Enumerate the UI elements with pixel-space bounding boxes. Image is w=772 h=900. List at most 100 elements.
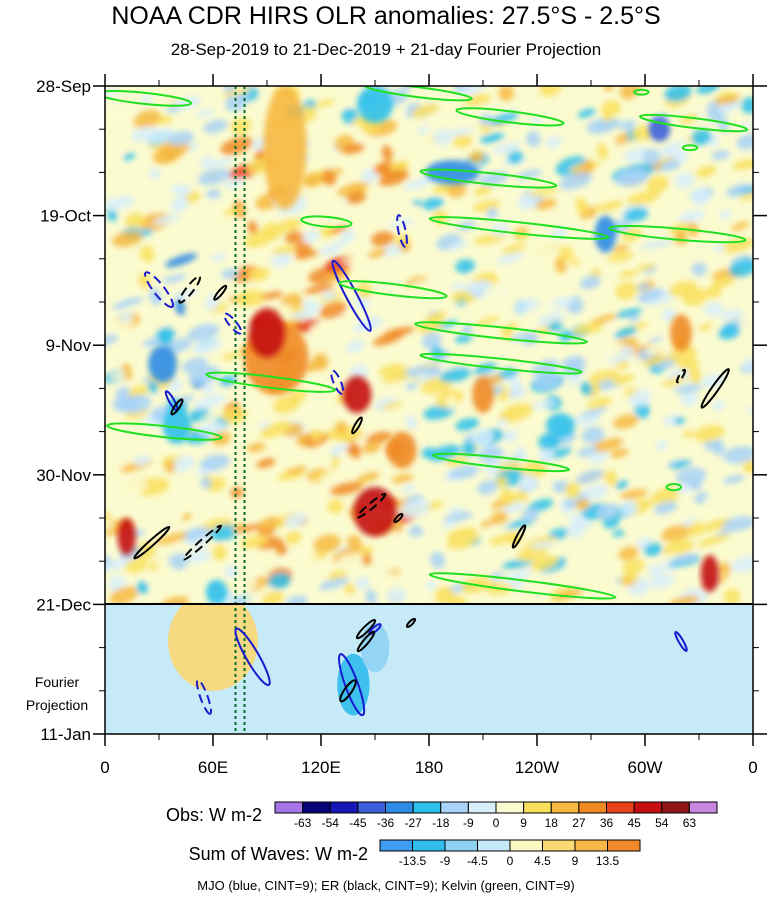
obs-cell: [519, 415, 541, 429]
obs-cell: [170, 455, 195, 473]
obs-cell: [615, 140, 648, 151]
obs-cell: [446, 145, 462, 157]
obs-cell: [410, 241, 425, 255]
obs-cell: [418, 571, 449, 586]
obs-cell: [538, 447, 554, 464]
obs-anomaly-blob-4: [387, 431, 417, 469]
obs-cell: [674, 417, 686, 425]
obs-cell: [402, 484, 416, 492]
mjo-contour-6: [331, 259, 372, 332]
obs-cell: [738, 191, 753, 202]
obs-cell: [230, 486, 244, 498]
obs-cell: [330, 319, 359, 331]
obs-cell: [718, 562, 731, 577]
waves-colorbar-swatch-6: [574, 839, 608, 852]
kelvin-contour-17: [681, 144, 699, 152]
obs-colorbar-level-13: 54: [655, 816, 669, 830]
obs-cell: [310, 321, 330, 335]
obs-cell: [660, 159, 680, 172]
obs-cell: [480, 520, 493, 528]
obs-cell: [571, 412, 601, 427]
obs-cell: [150, 195, 175, 212]
obs-cell: [197, 561, 211, 571]
obs-cell: [661, 308, 677, 323]
obs-colorbar-level-3: -36: [377, 816, 395, 830]
obs-cell: [122, 479, 148, 494]
obs-cell: [105, 189, 132, 199]
obs-cell: [489, 511, 509, 525]
obs-cell: [133, 109, 162, 129]
obs-cell: [644, 542, 662, 557]
kelvin-contour-7: [608, 224, 747, 244]
obs-cell: [554, 468, 584, 481]
obs-colorbar-level-0: -63: [294, 816, 312, 830]
obs-cell: [567, 521, 586, 538]
y-tick-label-5: 11-Jan: [40, 725, 91, 744]
kelvin-contour-16: [633, 88, 650, 96]
obs-cell: [105, 144, 124, 162]
obs-cell: [371, 572, 399, 585]
obs-cell: [745, 406, 753, 414]
obs-cell: [381, 401, 403, 410]
obs-cell: [313, 99, 335, 108]
obs-cell: [622, 559, 646, 574]
obs-cell: [575, 469, 604, 484]
x-tick-label-1: 60E: [198, 758, 228, 777]
obs-cell: [357, 264, 386, 278]
obs-cell: [106, 208, 117, 222]
er-contour-5: [170, 398, 184, 416]
obs-colorbar-level-5: -18: [432, 816, 450, 830]
obs-cell: [619, 572, 640, 583]
obs-cell: [619, 500, 638, 517]
obs-cell: [739, 186, 753, 195]
obs-cell: [278, 304, 293, 320]
obs-cell: [529, 116, 542, 125]
projection-anomaly-blob-4: [700, 616, 727, 691]
obs-cell: [575, 197, 589, 215]
obs-cell: [110, 109, 135, 127]
obs-colorbar-level-2: -45: [349, 816, 367, 830]
er-contour-11: [393, 512, 404, 524]
waves-colorbar-level-5: 9: [572, 854, 579, 868]
obs-cell: [332, 239, 348, 248]
obs-cell: [702, 518, 733, 532]
obs-cell: [631, 125, 652, 143]
obs-cell: [352, 320, 383, 332]
obs-cell: [472, 200, 502, 212]
obs-cell: [593, 119, 622, 132]
obs-cell: [341, 252, 375, 264]
obs-cell: [364, 135, 376, 149]
obs-colorbar-level-10: 27: [572, 816, 586, 830]
obs-cell: [647, 553, 678, 566]
obs-cell: [239, 397, 266, 410]
obs-cell: [502, 244, 527, 255]
obs-colorbar-swatch-6: [440, 801, 469, 814]
kelvin-contour-5: [419, 168, 558, 189]
er-contour-0: [178, 275, 201, 304]
mjo-contour-1: [144, 271, 174, 308]
obs-cell: [319, 301, 347, 320]
obs-colorbar-label: Obs: W m-2: [166, 805, 262, 825]
obs-cell: [109, 586, 138, 604]
obs-cell: [289, 389, 307, 404]
obs-cell: [529, 540, 555, 549]
obs-cell: [294, 250, 319, 260]
obs-cell: [291, 553, 318, 570]
obs-cell: [181, 357, 209, 373]
obs-colorbar-level-7: 0: [493, 816, 500, 830]
obs-cell: [345, 446, 361, 454]
obs-cell: [240, 534, 269, 549]
obs-cell: [297, 495, 320, 511]
obs-cell: [616, 360, 630, 370]
obs-cell: [618, 546, 639, 561]
obs-noise-field: [105, 86, 753, 604]
obs-colorbar-swatch-9: [523, 801, 552, 814]
obs-cell: [365, 589, 377, 604]
obs-cell: [718, 323, 741, 340]
obs-cell: [167, 130, 194, 147]
obs-cell: [187, 323, 220, 342]
obs-cell: [495, 476, 508, 488]
y-tick-label-1: 19-Oct: [40, 207, 91, 226]
obs-cell: [170, 199, 188, 213]
obs-cell: [605, 470, 618, 487]
